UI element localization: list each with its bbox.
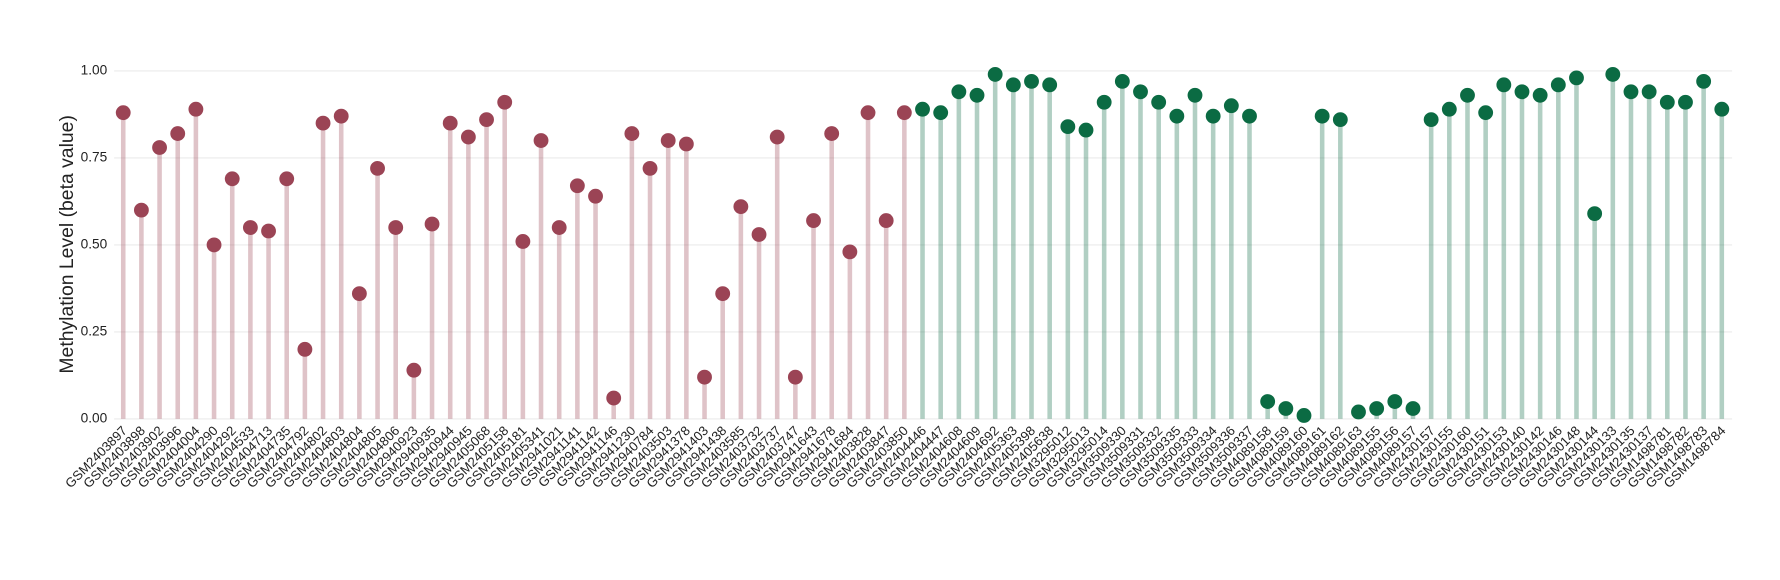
dot xyxy=(261,223,276,239)
dot xyxy=(769,129,785,145)
dot xyxy=(1332,112,1348,128)
y-tick-label: 0.50 xyxy=(81,237,108,252)
dot xyxy=(1678,94,1693,110)
dot xyxy=(842,244,858,260)
dot xyxy=(1696,73,1712,89)
dot xyxy=(1351,404,1366,420)
dot xyxy=(242,220,258,235)
dot xyxy=(1714,101,1730,117)
dot xyxy=(860,105,876,121)
dot xyxy=(1260,394,1276,409)
dot xyxy=(133,202,149,218)
dot xyxy=(1460,87,1475,103)
dot xyxy=(497,94,513,110)
dot xyxy=(551,220,567,235)
dot xyxy=(460,129,476,145)
dot xyxy=(697,369,712,385)
dot xyxy=(1532,87,1548,103)
dot xyxy=(533,133,549,148)
dot xyxy=(751,227,767,242)
dot xyxy=(1187,87,1203,103)
dot xyxy=(1060,119,1076,135)
y-tick-label: 1.00 xyxy=(81,63,108,78)
dot xyxy=(370,160,385,176)
dot xyxy=(806,213,821,228)
dot xyxy=(588,188,603,204)
dot xyxy=(424,216,440,232)
dot xyxy=(1278,401,1294,416)
dot xyxy=(715,286,731,302)
y-tick-label: 0.25 xyxy=(81,324,108,339)
dot xyxy=(678,136,694,152)
y-axis-label: Methylation Level (beta value) xyxy=(56,115,78,373)
dot xyxy=(297,341,313,357)
dot xyxy=(1496,77,1512,93)
dot xyxy=(170,126,186,141)
dot xyxy=(1405,401,1421,416)
dot xyxy=(1478,105,1494,121)
dot xyxy=(1223,98,1239,114)
dot xyxy=(1641,84,1657,100)
dot xyxy=(388,220,404,235)
dot xyxy=(733,199,749,215)
dot xyxy=(951,84,967,100)
dot xyxy=(824,126,840,141)
dot xyxy=(115,105,131,121)
dot xyxy=(206,237,222,253)
dot xyxy=(1242,108,1257,124)
dot xyxy=(1587,206,1603,222)
dot xyxy=(660,133,676,148)
dot xyxy=(915,101,930,117)
dot xyxy=(442,115,458,131)
dot xyxy=(1005,77,1021,93)
dot xyxy=(1133,84,1148,100)
dot xyxy=(878,213,894,228)
dot xyxy=(1296,408,1312,423)
dot xyxy=(224,171,240,187)
dot xyxy=(1569,70,1584,86)
dot xyxy=(315,115,331,131)
dot xyxy=(1659,94,1675,110)
dot xyxy=(1169,108,1185,124)
dot xyxy=(1623,84,1639,100)
dot xyxy=(642,160,658,176)
dot xyxy=(279,171,295,187)
dot xyxy=(1605,66,1621,82)
dot xyxy=(1205,108,1221,124)
dot xyxy=(152,140,167,155)
dot xyxy=(987,66,1003,82)
y-tick-label: 0.75 xyxy=(81,150,108,165)
dot xyxy=(515,234,531,249)
dot xyxy=(933,105,949,121)
y-tick-label: 0.00 xyxy=(81,411,108,426)
dot xyxy=(406,362,422,378)
dot xyxy=(969,87,985,103)
dot xyxy=(624,126,640,141)
dot xyxy=(1514,84,1530,100)
dot xyxy=(1387,394,1403,409)
dot xyxy=(787,369,803,385)
dot xyxy=(1078,122,1094,138)
dot xyxy=(1114,73,1130,89)
dot xyxy=(896,105,912,121)
dot xyxy=(1314,108,1330,124)
dot xyxy=(1151,94,1167,110)
dot xyxy=(188,101,204,117)
dot xyxy=(1550,77,1566,93)
dot xyxy=(1369,401,1385,416)
dot xyxy=(1042,77,1058,93)
dot xyxy=(351,286,367,302)
dot xyxy=(333,108,349,124)
dot xyxy=(569,178,585,194)
dot xyxy=(606,390,622,406)
dot xyxy=(479,112,494,128)
dot xyxy=(1024,73,1039,89)
dot xyxy=(1423,112,1439,128)
dot xyxy=(1096,94,1112,110)
dot xyxy=(1441,101,1457,117)
